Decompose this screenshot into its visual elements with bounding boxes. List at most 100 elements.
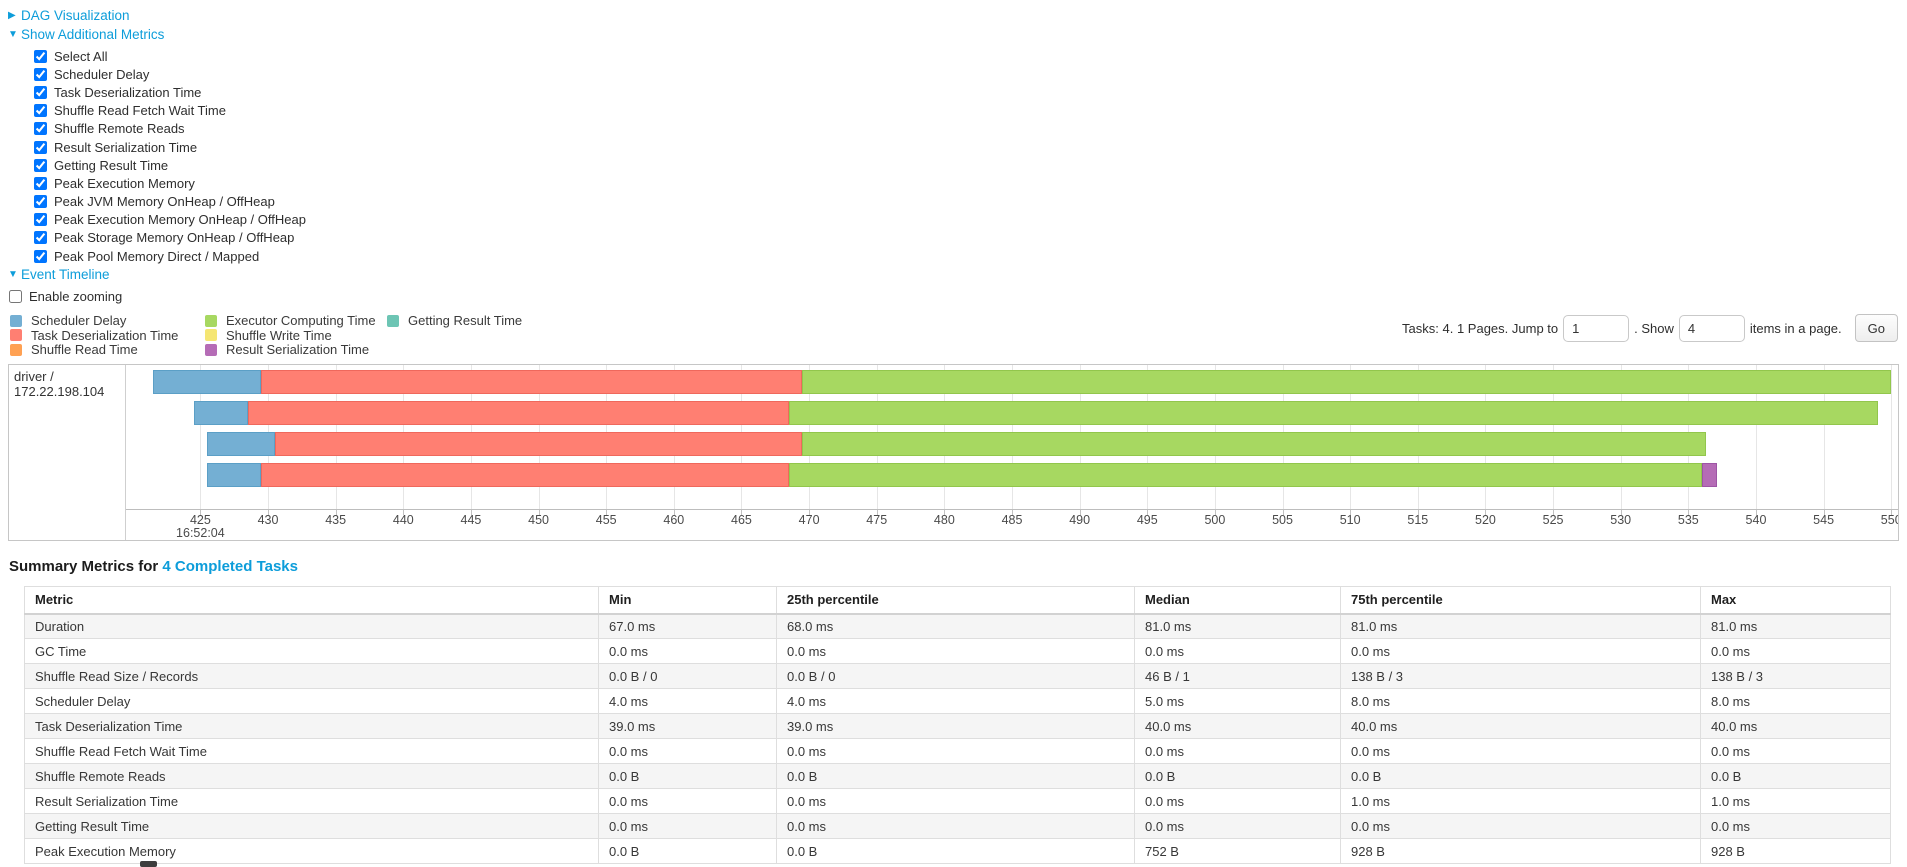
metric-option-label[interactable]: Peak Execution Memory OnHeap / OffHeap: [34, 212, 306, 227]
metric-option-label[interactable]: Shuffle Remote Reads: [34, 121, 185, 136]
enable-zooming-checkbox[interactable]: [9, 290, 22, 304]
metric-value-cell: 0.0 ms: [1340, 738, 1701, 765]
scheduler-delay-segment[interactable]: [193, 401, 248, 426]
checkbox-peak-jvm-memory-onheap-offheap[interactable]: [34, 195, 47, 209]
dag-visualization-link[interactable]: DAG Visualization: [21, 8, 130, 23]
summary-metrics-title: Summary Metrics for 4 Completed Tasks: [9, 558, 1907, 575]
result-serialization-segment[interactable]: [1701, 463, 1717, 488]
checkbox-peak-pool-memory-direct-mapped[interactable]: [34, 249, 47, 263]
scheduler-delay-segment[interactable]: [207, 463, 262, 488]
tick-mark: [470, 510, 472, 516]
legend-item-getting-result-time: Getting Result Time: [387, 313, 522, 328]
task-deserialization-segment[interactable]: [247, 401, 789, 426]
tick-label: 530: [1610, 513, 1632, 528]
legend-label: Shuffle Write Time: [226, 327, 332, 343]
tick-label: 425: [189, 513, 211, 528]
metric-value-cell: 0.0 B / 0: [776, 663, 1135, 690]
pagination-show-text: . Show: [1634, 320, 1674, 336]
metric-value-cell: 40.0 ms: [1134, 713, 1341, 740]
jump-to-page-input[interactable]: [1563, 314, 1630, 342]
metric-option-label[interactable]: Select All: [34, 49, 107, 64]
checkbox-shuffle-remote-reads[interactable]: [34, 122, 47, 136]
task-deserialization-segment[interactable]: [261, 370, 803, 395]
checkbox-peak-execution-memory[interactable]: [34, 176, 47, 190]
task-deserialization-segment[interactable]: [261, 463, 789, 488]
table-row-result-serialization-time: Result Serialization Time 0.0 ms 0.0 ms 0.0…: [24, 788, 1891, 815]
metric-value-cell: 40.0 ms: [1340, 713, 1701, 740]
metric-option-label[interactable]: Peak JVM Memory OnHeap / OffHeap: [34, 194, 275, 209]
checkbox-scheduler-delay[interactable]: [34, 67, 47, 81]
metric-option-label[interactable]: Scheduler Delay: [34, 67, 149, 82]
summary-title-text: Summary Metrics for: [9, 558, 163, 576]
go-button[interactable]: Go: [1854, 314, 1898, 343]
checkbox-select-all[interactable]: [34, 49, 47, 63]
legend-swatch-icon: [10, 343, 22, 356]
dag-visualization-toggle[interactable]: ▶ DAG Visualization: [8, 6, 1899, 25]
event-timeline-toggle[interactable]: ▼ Event Timeline: [8, 265, 1899, 284]
legend-swatch-icon: [205, 314, 217, 327]
metric-value-cell: 0.0 ms: [598, 813, 777, 840]
checkbox-result-serialization-time[interactable]: [34, 140, 47, 154]
tick-label: 430: [257, 513, 279, 528]
metric-option-select-all: Select All: [34, 47, 1899, 65]
legend-label: Getting Result Time: [408, 313, 523, 329]
executor-computing-segment[interactable]: [788, 463, 1702, 488]
tick-label: 550: [1880, 513, 1898, 528]
metric-option-text: Peak Pool Memory Direct / Mapped: [54, 248, 260, 264]
legend-label: Result Serialization Time: [226, 342, 370, 358]
scheduler-delay-segment[interactable]: [153, 370, 262, 395]
metric-value-cell: 928 B: [1340, 838, 1701, 865]
legend-item-result-serialization-time: Result Serialization Time: [205, 342, 373, 357]
metric-option-label[interactable]: Getting Result Time: [34, 158, 168, 173]
tick-mark: [1214, 510, 1216, 516]
checkbox-getting-result-time[interactable]: [34, 158, 47, 172]
metric-option-label[interactable]: Shuffle Read Fetch Wait Time: [34, 103, 226, 118]
tick-mark: [1350, 510, 1352, 516]
axis-base-time-label: 16:52:04: [176, 526, 225, 541]
checkbox-task-deserialization-time[interactable]: [34, 85, 47, 99]
tick-mark: [403, 510, 405, 516]
metric-option-label[interactable]: Peak Pool Memory Direct / Mapped: [34, 249, 259, 264]
gridline: [1755, 365, 1757, 511]
event-timeline-link[interactable]: Event Timeline: [21, 267, 110, 283]
metric-value-cell: 0.0 ms: [1340, 638, 1701, 665]
completed-tasks-link[interactable]: 4 Completed Tasks: [162, 558, 298, 576]
tick-mark: [741, 510, 743, 516]
metric-option-label[interactable]: Peak Execution Memory: [34, 176, 195, 191]
tick-mark: [1553, 510, 1555, 516]
executor-computing-segment[interactable]: [802, 432, 1706, 457]
metric-option-text: Select All: [54, 48, 108, 64]
legend-swatch-icon: [10, 329, 22, 342]
metric-option-label[interactable]: Result Serialization Time: [34, 140, 197, 155]
enable-zooming-option[interactable]: Enable zooming: [9, 289, 1899, 304]
executor-computing-segment[interactable]: [788, 401, 1878, 426]
items-per-page-input[interactable]: [1678, 314, 1745, 342]
column-header-max: Max: [1700, 586, 1891, 615]
collapsible-sections: ▶ DAG Visualization ▼ Show Additional Me…: [0, 0, 1907, 304]
metric-value-cell: 4.0 ms: [598, 688, 777, 715]
metric-option-result-serialization-time: Result Serialization Time: [34, 138, 1899, 156]
executor-computing-segment[interactable]: [802, 370, 1892, 395]
legend-column-3: Getting Result Time: [387, 313, 522, 357]
tick-mark: [673, 510, 675, 516]
column-header-median: Median: [1134, 586, 1341, 615]
checkbox-peak-execution-memory-onheap-offheap[interactable]: [34, 213, 47, 227]
checkbox-shuffle-read-fetch-wait-time[interactable]: [34, 104, 47, 118]
show-additional-metrics-link[interactable]: Show Additional Metrics: [21, 27, 165, 42]
metric-name-cell: Peak Execution Memory: [24, 838, 599, 865]
task-timeline-row-1: [126, 401, 1898, 426]
metric-value-cell: 0.0 B: [598, 763, 777, 790]
metric-option-peak-execution-memory: Peak Execution Memory: [34, 174, 1899, 192]
tick-label: 435: [325, 513, 347, 528]
scheduler-delay-segment[interactable]: [207, 432, 275, 457]
metric-value-cell: 0.0 ms: [1340, 813, 1701, 840]
metric-option-label[interactable]: Peak Storage Memory OnHeap / OffHeap: [34, 230, 294, 245]
metric-value-cell: 8.0 ms: [1340, 688, 1701, 715]
show-additional-metrics-toggle[interactable]: ▼ Show Additional Metrics: [8, 25, 1899, 44]
metric-value-cell: 0.0 ms: [598, 638, 777, 665]
metric-option-label[interactable]: Task Deserialization Time: [34, 85, 201, 100]
checkbox-peak-storage-memory-onheap-offheap[interactable]: [34, 231, 47, 245]
metric-value-cell: 1.0 ms: [1340, 788, 1701, 815]
task-deserialization-segment[interactable]: [274, 432, 803, 457]
